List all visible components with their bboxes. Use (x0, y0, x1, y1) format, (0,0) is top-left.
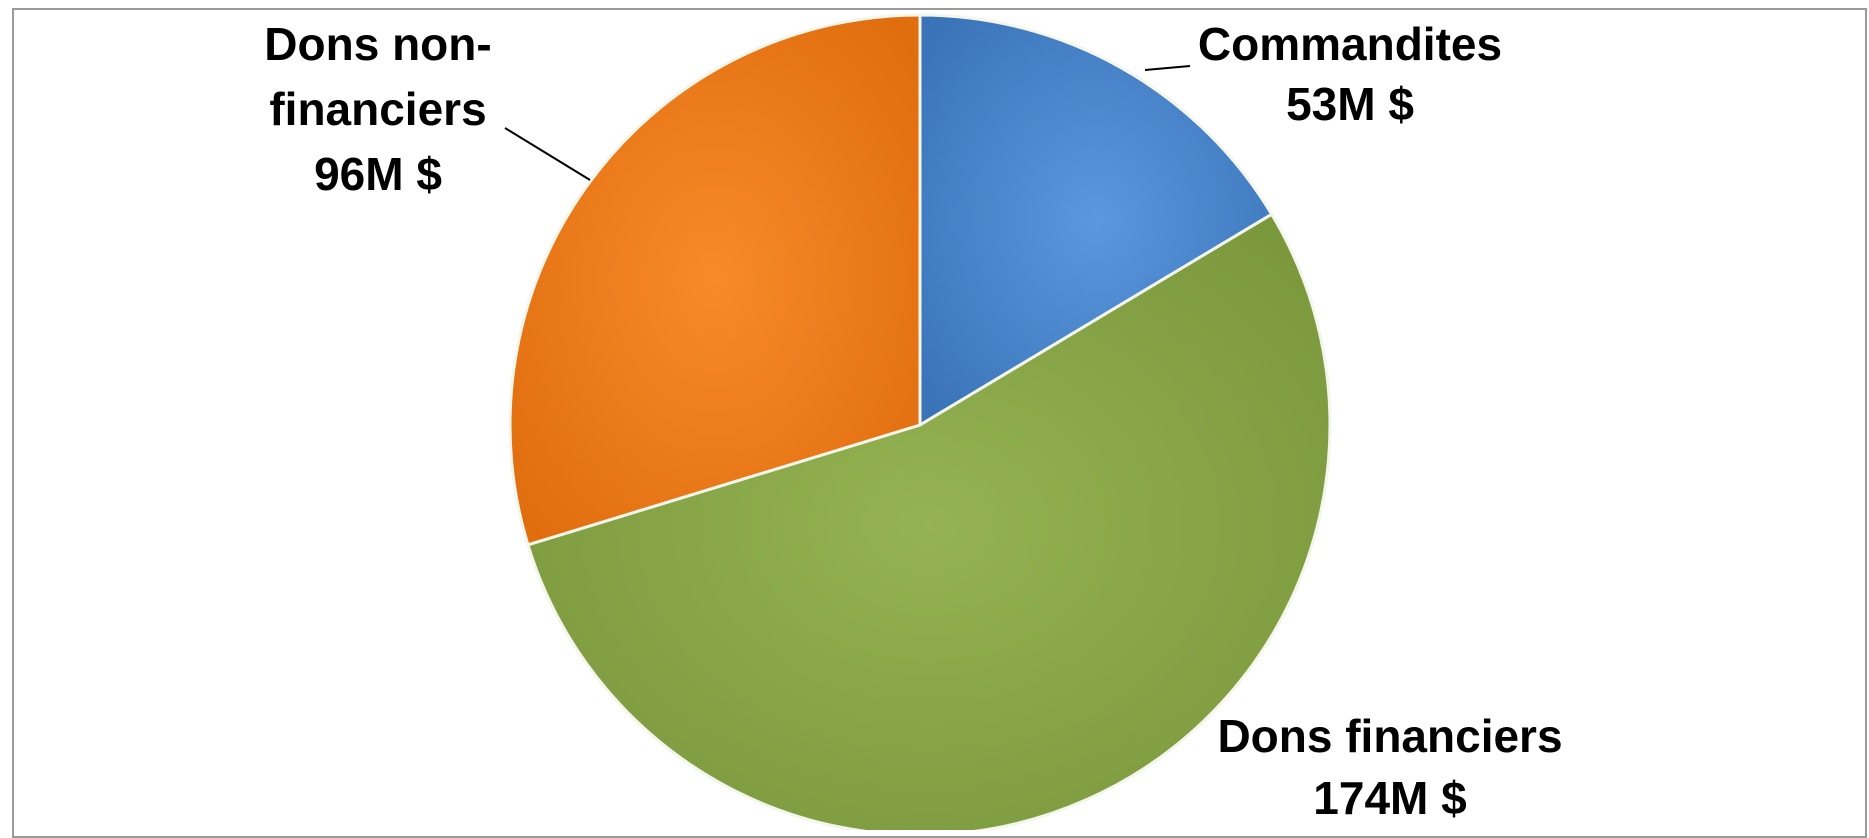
slice-category-label: financiers (269, 83, 486, 135)
slice-value-label: 53M $ (1286, 78, 1414, 130)
slice-value-label: 174M $ (1313, 772, 1466, 824)
slice-label-commandites: Commandites 53M $ (1198, 18, 1502, 130)
slice-labels: Commandites 53M $Dons financiers 174M $Don… (264, 18, 1562, 824)
pie-slice-dons-non-financiers (508, 13, 922, 547)
pie-slice-dons-financiers (526, 212, 1332, 830)
pie-slice-commandites (918, 13, 1274, 427)
slice-label-dons-financiers: Dons financiers 174M $ (1217, 710, 1562, 824)
slice-category-label: Dons non- (264, 18, 491, 70)
leader-lines (504, 65, 1191, 181)
slice-category-label: Dons financiers (1217, 710, 1562, 762)
slice-value-label: 96M $ (314, 148, 442, 200)
slice-label-dons-non-financiers: Dons non-financiers 96M $ (264, 18, 491, 200)
leader-line-dons-non-financiers (504, 127, 591, 181)
slice-category-label: Commandites (1198, 18, 1502, 70)
pie-slices (508, 13, 1332, 830)
leader-line-commandites (1144, 65, 1191, 71)
